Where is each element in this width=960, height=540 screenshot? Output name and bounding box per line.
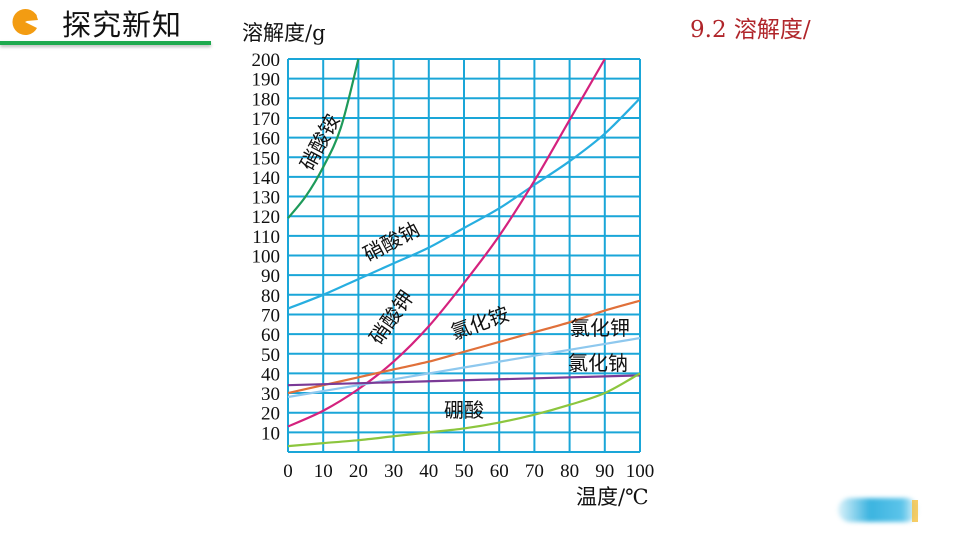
y-tick-label: 80	[261, 286, 280, 307]
x-tick-label: 80	[560, 461, 579, 482]
decorative-banner	[838, 498, 918, 522]
y-tick-label: 180	[252, 89, 281, 110]
y-tick-label: 110	[252, 227, 280, 248]
header-divider	[0, 41, 211, 45]
x-tick-label: 100	[626, 461, 655, 482]
series-label: 硝酸钠	[359, 217, 423, 266]
x-tick-label: 90	[595, 461, 614, 482]
x-tick-label: 10	[314, 461, 333, 482]
y-axis-label: 溶解度/g	[242, 21, 326, 45]
test-tube-icon	[912, 500, 918, 522]
y-tick-label: 60	[261, 325, 280, 346]
series-label: 氯化钠	[568, 351, 628, 375]
y-tick-label: 150	[252, 148, 281, 169]
series-label: 氯化铵	[448, 302, 513, 345]
y-tick-label: 120	[252, 207, 281, 228]
x-tick-label: 20	[349, 461, 368, 482]
series-line	[287, 374, 641, 387]
y-tick-label: 190	[252, 70, 281, 91]
page-title: 探究新知	[62, 8, 183, 42]
x-tick-label: 50	[455, 461, 474, 482]
y-tick-label: 100	[252, 247, 281, 268]
series-line	[287, 299, 641, 395]
pie-chart-icon	[12, 9, 38, 36]
series-line	[287, 97, 641, 310]
section-title: 9.2 溶解度/	[690, 17, 811, 43]
y-tick-label: 30	[261, 384, 280, 405]
y-tick-label: 70	[261, 305, 280, 326]
y-tick-label: 90	[261, 266, 280, 287]
x-tick-label: 60	[490, 461, 509, 482]
x-tick-label: 70	[525, 461, 544, 482]
y-tick-label: 40	[261, 364, 280, 385]
series-label: 氯化钾	[570, 316, 630, 340]
y-tick-label: 140	[252, 168, 281, 189]
y-tick-label: 130	[252, 188, 281, 209]
y-tick-label: 10	[261, 423, 280, 444]
series-label: 硼酸	[444, 398, 484, 422]
x-tick-label: 0	[283, 461, 293, 482]
x-tick-label: 30	[384, 461, 403, 482]
series-line	[287, 336, 641, 399]
y-tick-label: 20	[261, 404, 280, 425]
y-tick-label: 50	[261, 345, 280, 366]
x-axis-label: 温度/℃	[576, 485, 649, 509]
series-label: 硝酸铵	[295, 110, 344, 174]
series-line	[287, 372, 641, 448]
series-line	[287, 58, 360, 219]
x-tick-label: 40	[419, 461, 438, 482]
series-line	[287, 58, 606, 428]
y-tick-label: 170	[252, 109, 281, 130]
y-tick-label: 200	[252, 50, 281, 71]
y-tick-label: 160	[252, 129, 281, 150]
